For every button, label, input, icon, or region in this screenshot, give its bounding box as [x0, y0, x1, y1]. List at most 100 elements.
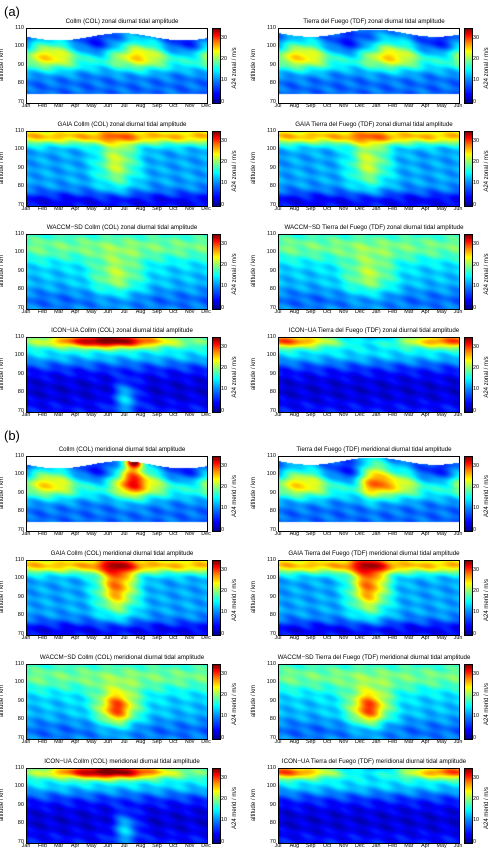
colorbar — [212, 560, 221, 636]
x-tick-label: Apr — [421, 739, 430, 745]
x-tick-label: May — [436, 206, 447, 212]
x-tick-label: Dec — [201, 531, 211, 537]
y-tick-label: 70 — [269, 630, 276, 637]
heatmap-plot — [278, 560, 460, 636]
x-tick-label: Oct — [322, 739, 332, 745]
x-tick-label: Aug — [289, 103, 300, 109]
x-tick-label: May — [436, 103, 447, 109]
x-tick-label: Oct — [169, 412, 178, 418]
x-tick-label: Feb — [387, 206, 398, 212]
x-tick-label: Oct — [169, 103, 178, 109]
x-tick-label: Aug — [289, 412, 300, 418]
x-tick-label: Oct — [169, 635, 178, 641]
x-tick-label: Feb — [387, 309, 398, 315]
heatmap-cells — [279, 561, 459, 635]
colorbar-tick-label: 30 — [221, 35, 227, 42]
colorbar — [212, 664, 221, 740]
y-tick-label: 80 — [269, 612, 276, 618]
x-tick-label: Sep — [152, 103, 162, 109]
colorbar-tick-label: 30 — [473, 671, 479, 678]
x-tick-label: Feb — [387, 103, 398, 109]
y-tick-label: 100 — [266, 783, 276, 789]
x-tick-label: Mar — [54, 412, 64, 418]
colorbar-tick-label: 30 — [221, 671, 227, 678]
colorbar-tick-label: 20 — [221, 692, 227, 699]
x-tick-label: Jan — [21, 412, 31, 418]
x-tick-label: Aug — [289, 206, 300, 212]
x-tick-label: Dec — [201, 412, 211, 418]
y-tick-label: 100 — [266, 146, 276, 152]
x-tick-label: Jan — [21, 843, 31, 849]
y-tick-label: 80 — [269, 389, 276, 395]
panel-title: Tierra del Fuego (TDF) zonal diurnal tid… — [303, 18, 445, 25]
y-tick-label: 110 — [15, 764, 24, 771]
chart-panel-15: ICON−UA Collm (COL) meridional diurnal t… — [0, 758, 238, 849]
y-tick-label: 90 — [17, 801, 24, 808]
y-tick-label: 80 — [17, 80, 24, 86]
x-tick-label: May — [436, 635, 447, 641]
x-tick-label: Dec — [201, 739, 211, 745]
x-tick-label: Mar — [404, 739, 414, 745]
x-tick-label: Jun — [103, 206, 113, 212]
colorbar-tick-label: 10 — [221, 283, 227, 290]
x-tick-label: May — [436, 739, 447, 745]
x-tick-label: Dec — [355, 412, 365, 418]
x-tick-label: Oct — [322, 635, 332, 641]
y-tick-label: 80 — [17, 286, 24, 292]
colorbar-tick-label: 30 — [221, 463, 227, 470]
x-tick-label: Jan — [21, 103, 31, 109]
heatmap-plot — [26, 768, 208, 844]
x-tick-label: Jul — [120, 531, 128, 537]
chart-panel-12: GAIA Tierra del Fuego (TDF) meridional d… — [251, 550, 490, 641]
colorbar-tick-label: 10 — [473, 609, 479, 616]
y-tick-label: 90 — [269, 801, 276, 808]
panel-title: Collm (COL) zonal diurnal tidal amplitud… — [65, 18, 179, 25]
chart-panel-8: ICON−UA Tierra del Fuego (TDF) zonal diu… — [251, 327, 490, 418]
colorbar-tick-label: 20 — [221, 484, 227, 491]
x-tick-label: May — [86, 103, 97, 109]
x-tick-label: Jan — [371, 103, 381, 109]
x-tick-label: Aug — [289, 843, 300, 849]
x-tick-label: May — [86, 309, 97, 315]
x-tick-label: Mar — [404, 206, 414, 212]
x-tick-label: May — [86, 635, 97, 641]
y-tick-label: 80 — [17, 612, 24, 618]
x-tick-label: Mar — [54, 531, 64, 537]
x-tick-label: Nov — [184, 843, 195, 849]
colorbar — [464, 28, 473, 104]
x-tick-label: Mar — [54, 103, 64, 109]
x-tick-label: Jul — [120, 843, 128, 849]
heatmap-cells — [27, 338, 207, 412]
y-tick-label: 110 — [267, 230, 276, 237]
colorbar — [212, 234, 221, 310]
x-tick-label: Aug — [135, 103, 146, 109]
y-tick-label: 90 — [269, 593, 276, 600]
colorbar-tick-label: 10 — [473, 77, 479, 84]
y-tick-label: 70 — [269, 201, 276, 208]
x-tick-label: Nov — [338, 309, 349, 315]
heatmap-cells — [27, 29, 207, 103]
x-tick-label: Sep — [152, 843, 162, 849]
heatmap-plot — [26, 234, 208, 310]
heatmap-plot — [26, 131, 208, 207]
x-tick-label: Jan — [21, 635, 31, 641]
x-tick-label: Feb — [387, 843, 398, 849]
x-tick-label: Jul — [120, 309, 128, 315]
colorbar-tick-label: 10 — [221, 180, 227, 187]
x-tick-label: Jun — [453, 309, 463, 315]
colorbar — [464, 456, 473, 532]
x-tick-label: Aug — [289, 309, 300, 315]
y-tick-label: 80 — [269, 508, 276, 514]
colorbar-tick-label: 10 — [473, 283, 479, 290]
y-tick-label: 80 — [17, 389, 24, 395]
chart-panel-14: WACCM−SD Tierra del Fuego (TDF) meridion… — [251, 654, 490, 745]
y-tick-label: 90 — [269, 370, 276, 377]
y-tick-label: 80 — [269, 716, 276, 722]
y-tick-label: 100 — [14, 679, 24, 685]
y-tick-label: 100 — [266, 249, 276, 255]
colorbar-tick-label: 0 — [221, 98, 224, 105]
x-tick-label: Aug — [289, 531, 300, 537]
x-tick-label: May — [86, 843, 97, 849]
heatmap-cells — [27, 132, 207, 206]
heatmap-cells — [27, 665, 207, 739]
